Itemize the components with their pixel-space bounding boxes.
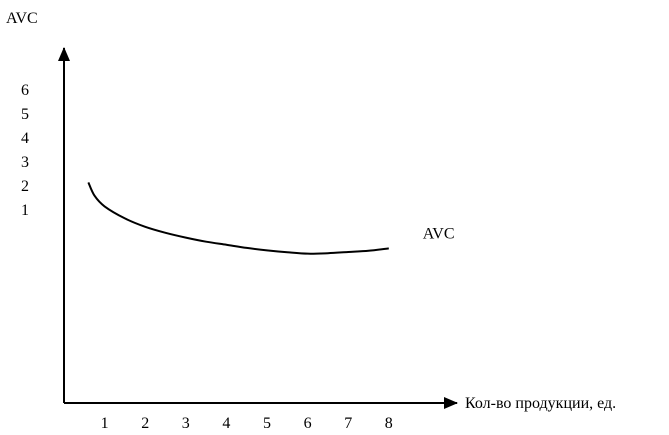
x-tick-labels: 1 2 3 4 5 6 7 8 [101, 415, 393, 432]
y-tick-label: 3 [21, 154, 29, 171]
x-tick-label: 3 [182, 415, 190, 432]
avc-curve [87, 181, 389, 255]
x-tick-label: 1 [101, 415, 109, 432]
x-tick-label: 7 [344, 415, 352, 432]
x-axis-label: Кол-во продукции, ед. [465, 395, 616, 412]
x-tick-label: 6 [304, 415, 312, 432]
y-tick-label: 6 [21, 82, 29, 99]
axes [58, 47, 458, 409]
y-tick-label: 4 [21, 130, 29, 147]
series-label: AVC [423, 225, 455, 242]
x-tick-label: 8 [385, 415, 393, 432]
series-layer: AVC [87, 181, 455, 255]
x-tick-label: 2 [141, 415, 149, 432]
y-tick-label: 1 [21, 202, 29, 219]
y-tick-labels: 1 2 3 4 5 6 [21, 82, 29, 219]
y-tick-label: 2 [21, 178, 29, 195]
x-tick-label: 5 [263, 415, 271, 432]
x-tick-label: 4 [222, 415, 230, 432]
y-tick-label: 5 [21, 106, 29, 123]
y-axis-label: AVC [6, 10, 38, 27]
